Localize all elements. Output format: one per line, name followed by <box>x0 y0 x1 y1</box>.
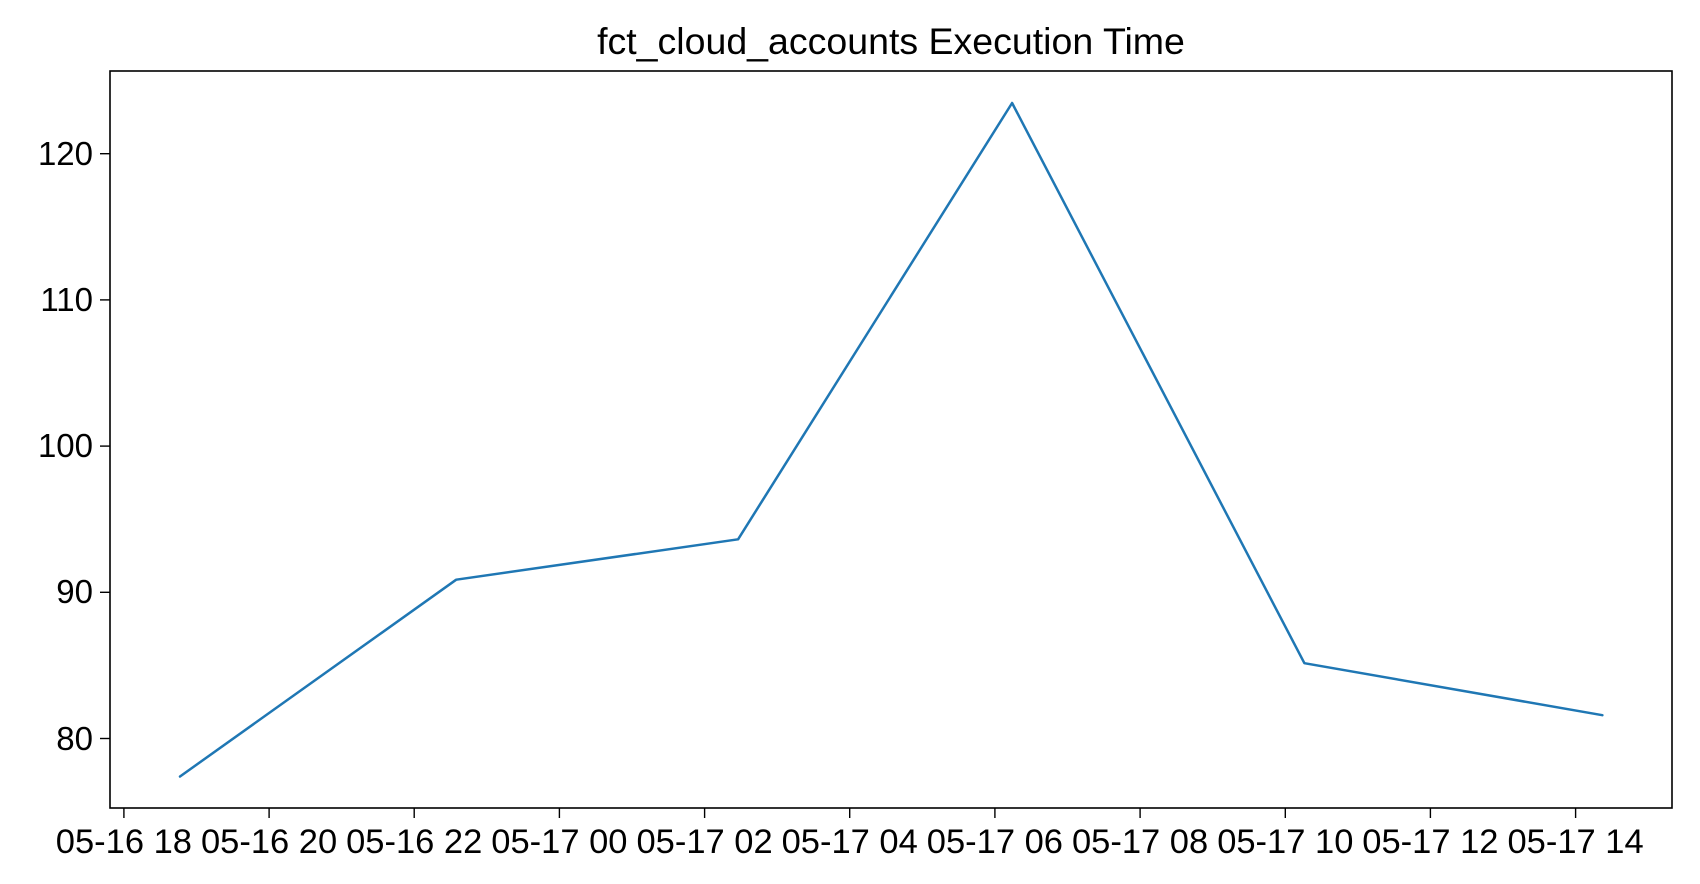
svg-text:05-17 04: 05-17 04 <box>782 823 918 861</box>
svg-text:120: 120 <box>38 135 93 172</box>
svg-text:05-16 22: 05-16 22 <box>346 823 482 861</box>
svg-text:100: 100 <box>38 427 93 464</box>
svg-text:80: 80 <box>56 720 93 757</box>
svg-text:05-17 00: 05-17 00 <box>491 823 627 861</box>
svg-text:05-16 18: 05-16 18 <box>56 823 192 861</box>
svg-text:05-16 20: 05-16 20 <box>201 823 337 861</box>
svg-text:05-17 02: 05-17 02 <box>636 823 772 861</box>
svg-text:05-17 12: 05-17 12 <box>1362 823 1498 861</box>
svg-text:fct_cloud_accounts Execution T: fct_cloud_accounts Execution Time <box>597 20 1185 62</box>
svg-text:05-17 10: 05-17 10 <box>1217 823 1353 861</box>
svg-text:05-17 08: 05-17 08 <box>1072 823 1208 861</box>
svg-text:90: 90 <box>56 573 93 610</box>
svg-text:05-17 14: 05-17 14 <box>1507 823 1643 861</box>
svg-text:110: 110 <box>40 281 93 318</box>
svg-text:05-17 06: 05-17 06 <box>927 823 1063 861</box>
